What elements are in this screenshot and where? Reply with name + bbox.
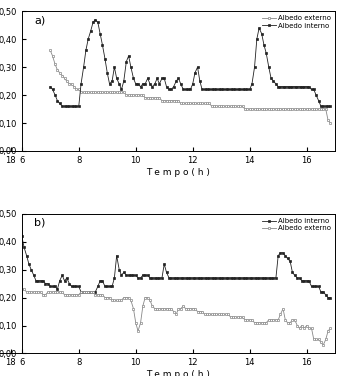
Text: a): a): [34, 15, 45, 26]
Albedo interno: [269, 276, 273, 280]
Albedo externo: [274, 107, 278, 111]
Albedo externo: [288, 107, 292, 111]
Albedo interno: [55, 287, 60, 291]
X-axis label: T e m p o ( h ): T e m p o ( h ): [146, 370, 210, 376]
Albedo interno: [17, 220, 22, 224]
Albedo externo: [112, 298, 116, 303]
Albedo interno: [328, 295, 332, 300]
Albedo interno: [112, 276, 116, 280]
Albedo interno: [328, 104, 332, 109]
Albedo interno: [141, 82, 145, 86]
Albedo interno: [110, 79, 114, 83]
Albedo externo: [252, 107, 256, 111]
Line: Albedo interno: Albedo interno: [18, 221, 331, 299]
Line: Albedo externo: Albedo externo: [49, 49, 331, 124]
Albedo externo: [136, 93, 140, 97]
Albedo externo: [269, 318, 273, 322]
Albedo interno: [257, 26, 261, 30]
Albedo externo: [105, 90, 109, 94]
Albedo externo: [122, 295, 126, 300]
X-axis label: T e m p o ( h ): T e m p o ( h ): [146, 168, 210, 177]
Albedo interno: [43, 281, 48, 286]
Albedo interno: [217, 87, 221, 92]
Albedo interno: [278, 85, 282, 89]
Albedo externo: [17, 287, 22, 291]
Albedo externo: [55, 290, 60, 294]
Albedo interno: [267, 276, 271, 280]
Line: Albedo interno: Albedo interno: [49, 19, 331, 107]
Legend: Albedo interno, Albedo externo: Albedo interno, Albedo externo: [261, 217, 332, 232]
Albedo interno: [122, 270, 126, 275]
Albedo interno: [48, 85, 52, 89]
Albedo externo: [212, 104, 216, 109]
Albedo interno: [60, 104, 64, 109]
Line: Albedo externo: Albedo externo: [18, 288, 331, 346]
Albedo interno: [93, 17, 97, 22]
Text: b): b): [34, 218, 46, 228]
Legend: Albedo externo, Albedo interno: Albedo externo, Albedo interno: [261, 15, 332, 30]
Albedo interno: [326, 295, 330, 300]
Albedo externo: [48, 48, 52, 53]
Albedo externo: [328, 326, 332, 331]
Albedo externo: [43, 293, 48, 297]
Albedo externo: [328, 121, 332, 125]
Albedo externo: [267, 318, 271, 322]
Albedo interno: [293, 85, 297, 89]
Albedo externo: [321, 343, 325, 347]
